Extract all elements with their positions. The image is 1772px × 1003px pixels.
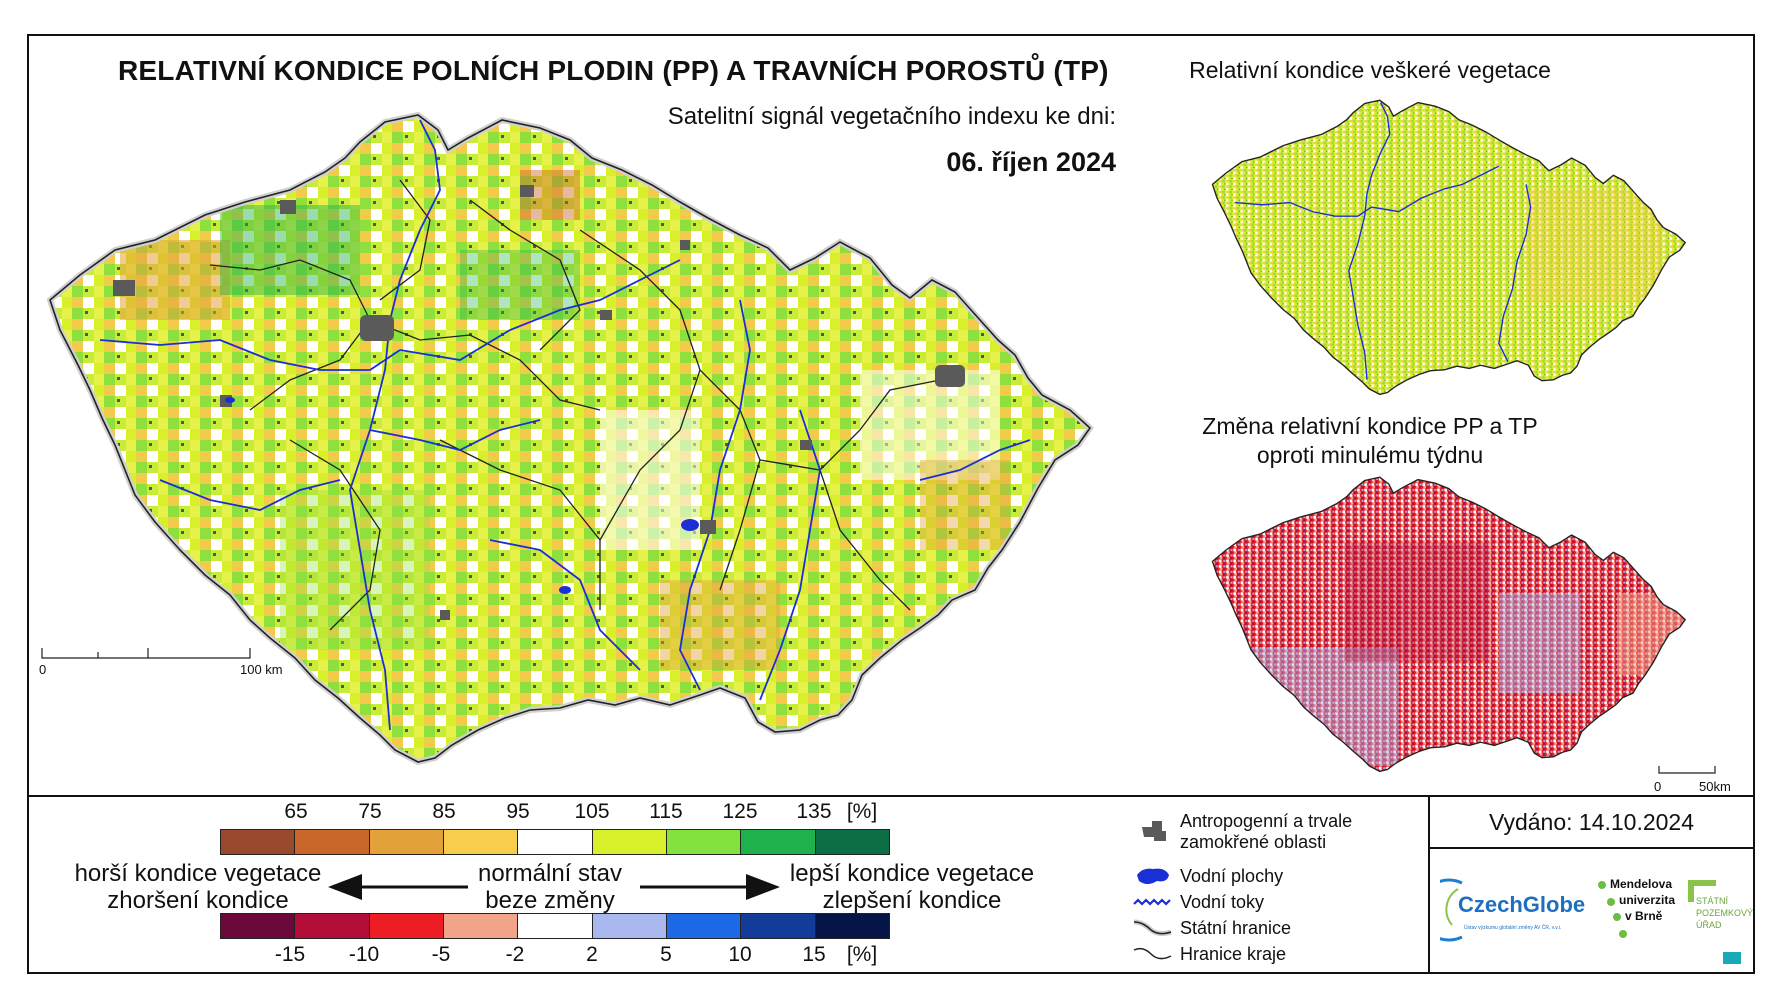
- left-arrow-icon: [328, 874, 468, 900]
- spu-line1: STÁTNÍ: [1696, 896, 1729, 906]
- change-swatch: [369, 914, 444, 938]
- change-swatch: [221, 914, 296, 938]
- normal-line1: normální stav: [477, 860, 623, 887]
- urban-area-icon: [1142, 821, 1166, 841]
- mendelu-line1: Mendelova: [1610, 877, 1673, 891]
- issued-date: Vydáno: 14.10.2024: [1488, 809, 1695, 835]
- czechglobe-text: CzechGlobe: [1458, 892, 1586, 917]
- inset-scale-end: 50km: [1699, 779, 1731, 794]
- inset-change-map: [1211, 476, 1686, 773]
- czechglobe-tagline: Ústav výzkumu globální změny AV ČR, v.v.…: [1464, 925, 1562, 931]
- legend-state-border: Státní hranice: [1132, 915, 1291, 941]
- condition-swatch: [815, 830, 889, 854]
- inset-vegetation-title: Relativní kondice veškeré vegetace: [1189, 57, 1551, 83]
- better-line1: lepší kondice vegetace: [789, 860, 1035, 887]
- mendelu-line3: v Brně: [1625, 909, 1663, 923]
- region-border-label: Hranice kraje: [1180, 943, 1287, 964]
- condition-swatch: [592, 830, 667, 854]
- better-line2: zlepšení kondice: [822, 887, 1002, 914]
- condition-tick: 85: [432, 800, 456, 823]
- condition-swatch: [221, 830, 296, 854]
- spu-line3: ÚŘAD: [1696, 920, 1722, 930]
- rivers-label: Vodní toky: [1180, 891, 1265, 912]
- change-swatch: [666, 914, 742, 938]
- legend-rivers: Vodní toky: [1132, 889, 1264, 915]
- normal-description: normální stav beze změny: [470, 860, 630, 914]
- inset-change-scalebar: [1658, 766, 1716, 774]
- river-icon: [1133, 898, 1171, 906]
- subtitle: Satelitní signál vegetačního indexu ke d…: [667, 103, 1116, 130]
- change-swatch: [518, 914, 593, 938]
- change-tick: 15: [802, 943, 826, 966]
- figure-frame: [27, 34, 1755, 974]
- main-scale-start: 0: [39, 662, 47, 677]
- condition-ticks: 65 75 85 95 105 115 125 135 [%]: [220, 800, 890, 826]
- change-tick: -10: [348, 943, 380, 966]
- main-map: [41, 110, 1180, 770]
- change-color-bar: [220, 913, 890, 939]
- condition-swatch: [666, 830, 742, 854]
- change-tick: -2: [505, 943, 525, 966]
- change-tick: 5: [660, 943, 672, 966]
- urban-line2: zamokřené oblasti: [1180, 832, 1327, 852]
- condition-color-bar: [220, 829, 890, 855]
- condition-swatch: [369, 830, 444, 854]
- condition-swatch: [443, 830, 519, 854]
- change-swatch: [741, 914, 816, 938]
- change-ticks: -15 -10 -5 -2 2 5 10 15 [%]: [220, 943, 890, 969]
- main-scale-end: 100 km: [240, 662, 283, 677]
- change-tick: -15: [274, 943, 306, 966]
- legend-urban: Antropogenní a trvale zamokřené oblasti: [1132, 811, 1352, 853]
- better-description: lepší kondice vegetace zlepšení kondice: [782, 860, 1042, 914]
- condition-tick: 105: [574, 800, 610, 823]
- change-tick: 10: [728, 943, 752, 966]
- water-bodies-label: Vodní plochy: [1180, 865, 1284, 886]
- spu-logo: STÁTNÍ POZEMKOVÝ ÚŘAD: [1688, 880, 1753, 975]
- issued-divider: [1428, 795, 1430, 974]
- condition-tick: 115: [649, 800, 683, 823]
- inset-change-title-line2: oproti minulému týdnu: [1256, 442, 1484, 468]
- state-border-label: Státní hranice: [1180, 917, 1292, 938]
- worse-line2: zhoršení kondice: [107, 887, 289, 914]
- condition-unit: [%]: [846, 800, 878, 823]
- legend-divider: [27, 795, 1755, 797]
- change-tick: 2: [586, 943, 598, 966]
- condition-tick: 125: [722, 800, 758, 823]
- right-arrow-icon: [640, 874, 780, 900]
- change-swatch: [295, 914, 370, 938]
- condition-tick: 75: [358, 800, 382, 823]
- region-border-icon: [1133, 947, 1172, 960]
- change-swatch: [443, 914, 519, 938]
- condition-swatch: [741, 830, 816, 854]
- condition-tick: 95: [506, 800, 530, 823]
- condition-swatch: [518, 830, 593, 854]
- legend-region-border: Hranice kraje: [1132, 941, 1286, 967]
- main-title: RELATIVNÍ KONDICE POLNÍCH PLODIN (PP) A …: [118, 55, 1109, 86]
- condition-swatch: [295, 830, 370, 854]
- czechglobe-logo: CzechGlobe Ústav výzkumu globální změny …: [1417, 875, 1590, 950]
- logo-divider: [1428, 847, 1755, 849]
- condition-tick: 65: [284, 800, 308, 823]
- state-border-icon: [1133, 919, 1172, 937]
- date-label: 06. říjen 2024: [946, 147, 1116, 177]
- inset-vegetation-map: [1211, 99, 1686, 396]
- main-scalebar: [41, 648, 251, 659]
- change-swatch: [592, 914, 667, 938]
- inset-change-title-line1: Změna relativní kondice PP a TP: [1202, 413, 1538, 439]
- inset-scale-start: 0: [1654, 779, 1662, 794]
- change-unit: [%]: [846, 943, 878, 966]
- legend-water-bodies: Vodní plochy: [1132, 863, 1283, 889]
- water-body-icon: [1137, 868, 1169, 884]
- worse-line1: horší kondice vegetace: [74, 860, 322, 887]
- urban-line1: Antropogenní a trvale: [1180, 811, 1353, 831]
- change-swatch: [815, 914, 889, 938]
- worse-description: horší kondice vegetace zhoršení kondice: [68, 860, 328, 914]
- mendelu-logo: Mendelova univerzita v Brně: [1597, 877, 1687, 945]
- condition-tick: 135: [796, 800, 832, 823]
- change-tick: -5: [431, 943, 451, 966]
- spu-line2: POZEMKOVÝ: [1696, 908, 1754, 918]
- normal-line2: beze změny: [485, 887, 615, 914]
- mendelu-line2: univerzita: [1619, 893, 1676, 907]
